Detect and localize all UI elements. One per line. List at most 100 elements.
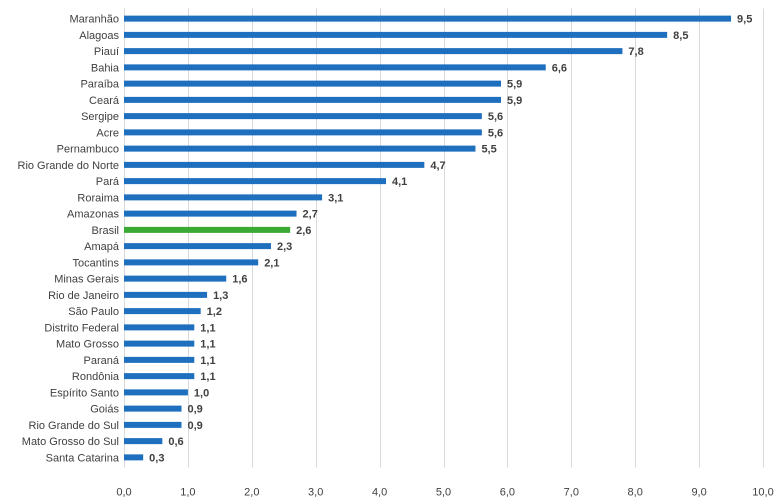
value-label: 1,1: [200, 371, 215, 383]
bar-brasil: [124, 226, 291, 233]
value-label: 2,7: [303, 209, 318, 221]
x-tick-label: 4,0: [372, 487, 387, 499]
value-label: 0,3: [149, 452, 164, 464]
value-label: 1,3: [213, 290, 228, 302]
bar-alagoas: [124, 31, 668, 38]
category-label: Pará: [96, 176, 120, 188]
bar-ceará: [124, 96, 502, 103]
bar-pernambuco: [124, 145, 476, 152]
bar-goiás: [124, 405, 182, 412]
bar-mato-grosso: [124, 340, 195, 347]
category-label: Acre: [96, 127, 119, 139]
value-label: 2,1: [264, 257, 279, 269]
value-label: 5,9: [507, 79, 522, 91]
category-label: Mato Grosso: [56, 339, 119, 351]
category-label: Amapá: [84, 241, 120, 253]
bar-bahia: [124, 64, 546, 71]
category-label: Brasil: [91, 225, 119, 237]
bar-maranhão: [124, 15, 732, 22]
bars: [124, 15, 732, 461]
category-label: Roraima: [77, 192, 119, 204]
value-label: 4,1: [392, 176, 407, 188]
bar-santa-catarina: [124, 454, 144, 461]
category-label: Distrito Federal: [44, 322, 119, 334]
category-label: Tocantins: [73, 257, 120, 269]
bar-rio-grande-do-norte: [124, 161, 425, 168]
value-label: 0,6: [168, 436, 183, 448]
category-label: Amazonas: [67, 209, 119, 221]
category-label: Rio Grande do Sul: [29, 420, 120, 432]
x-tick-label: 8,0: [628, 487, 643, 499]
bar-são-paulo: [124, 308, 201, 315]
bar-amapá: [124, 243, 271, 250]
value-label: 1,1: [200, 355, 215, 367]
value-label: 1,2: [207, 306, 222, 318]
bar-espírito-santo: [124, 389, 188, 396]
x-tick-label: 0,0: [116, 487, 131, 499]
bar-roraima: [124, 194, 323, 201]
category-label: Goiás: [90, 404, 119, 416]
value-label: 2,3: [277, 241, 292, 253]
x-tick-label: 6,0: [500, 487, 515, 499]
x-tick-label: 1,0: [180, 487, 195, 499]
category-label: Paraná: [84, 355, 120, 367]
category-label: Pernambuco: [57, 144, 119, 156]
category-labels: Maranhão Alagoas Piauí Bahia Paraíba Ceará Ser…: [18, 14, 120, 465]
value-label: 6,6: [552, 62, 567, 74]
bar-minas-gerais: [124, 275, 227, 282]
value-label: 4,7: [430, 160, 445, 172]
bar-paraná: [124, 356, 195, 363]
bar-sergipe: [124, 113, 482, 120]
category-label: Rondônia: [72, 371, 120, 383]
bar-distrito-federal: [124, 324, 195, 331]
x-tick-label: 2,0: [244, 487, 259, 499]
bar-amazonas: [124, 210, 297, 217]
x-tick-label: 3,0: [308, 487, 323, 499]
value-label: 7,8: [628, 46, 643, 58]
category-label: Rio Grande do Norte: [18, 160, 120, 172]
category-label: São Paulo: [68, 306, 119, 318]
x-tick-label: 9,0: [691, 487, 706, 499]
category-label: Espírito Santo: [50, 387, 119, 399]
value-label: 9,5: [737, 14, 752, 26]
value-label: 2,6: [296, 225, 311, 237]
category-label: Bahia: [91, 62, 120, 74]
bar-pará: [124, 178, 386, 185]
category-label: Ceará: [89, 95, 120, 107]
gridlines: [124, 8, 764, 468]
bar-paraíba: [124, 80, 502, 87]
bar-mato-grosso-do-sul: [124, 438, 163, 445]
category-label: Mato Grosso do Sul: [22, 436, 119, 448]
value-label: 0,9: [188, 404, 203, 416]
value-labels: 9,5 8,5 7,8 6,6 5,9 5,9 5,6 5,6 5,5 4,7 4,1 3,1 2,7 2…: [149, 14, 752, 465]
category-label: Alagoas: [79, 30, 119, 42]
bar-rio-de-janeiro: [124, 291, 208, 298]
x-axis-tick-labels: 0,0 1,0 2,0 3,0 4,0 5,0 6,0 7,0 8,0 9,0 10,0: [116, 487, 773, 499]
x-tick-label: 10,0: [752, 487, 773, 499]
category-label: Rio de Janeiro: [48, 290, 119, 302]
category-label: Sergipe: [81, 111, 119, 123]
category-label: Paraíba: [80, 79, 119, 91]
value-label: 1,0: [194, 387, 209, 399]
category-label: Santa Catarina: [46, 452, 120, 464]
bar-rondônia: [124, 373, 195, 380]
bar-acre: [124, 129, 482, 136]
value-label: 5,6: [488, 111, 503, 123]
category-label: Piauí: [94, 46, 119, 58]
value-label: 1,1: [200, 339, 215, 351]
value-label: 1,1: [200, 322, 215, 334]
bar-piauí: [124, 48, 623, 55]
bar-rio-grande-do-sul: [124, 421, 182, 428]
x-tick-label: 5,0: [436, 487, 451, 499]
value-label: 3,1: [328, 192, 343, 204]
value-label: 5,5: [481, 144, 496, 156]
x-tick-label: 7,0: [564, 487, 579, 499]
bar-tocantins: [124, 259, 259, 266]
value-label: 8,5: [673, 30, 688, 42]
value-label: 0,9: [188, 420, 203, 432]
category-label: Minas Gerais: [54, 274, 119, 286]
value-label: 1,6: [232, 274, 247, 286]
value-label: 5,9: [507, 95, 522, 107]
category-label: Maranhão: [69, 14, 119, 26]
